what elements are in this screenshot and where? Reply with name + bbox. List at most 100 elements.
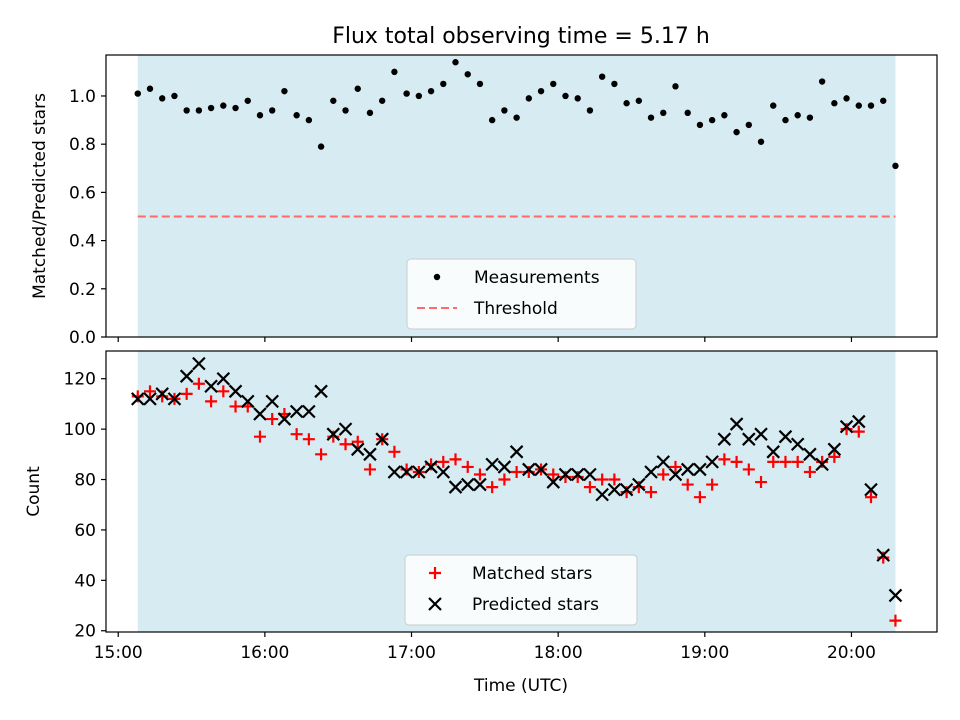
predicted-stars-point: [546, 475, 561, 489]
measurement-point: [696, 121, 704, 129]
matched-stars-point: [645, 486, 658, 499]
predicted-stars-point: [314, 384, 328, 399]
y-tick-label: 40: [74, 571, 96, 591]
predicted-stars-point: [289, 404, 304, 419]
matched-stars-point: [693, 491, 706, 504]
measurement-point: [513, 114, 520, 121]
predicted-stars-point: [522, 462, 536, 477]
measurement-point: [366, 109, 374, 117]
measurement-point: [378, 97, 386, 104]
measurement-point: [244, 97, 251, 104]
measurement-point: [794, 112, 801, 119]
predicted-stars-point: [350, 442, 365, 457]
y-axis-label: Count: [24, 466, 44, 517]
predicted-stars-point: [888, 588, 903, 603]
predicted-stars-point: [265, 394, 279, 409]
matched-stars-point: [217, 385, 230, 398]
predicted-stars-point: [803, 447, 817, 462]
measurement-point: [269, 107, 276, 114]
predicted-stars-point: [338, 422, 353, 436]
measurement-point: [574, 95, 581, 102]
x-tick-label: 20:00: [827, 643, 876, 663]
predicted-stars-point: [363, 447, 377, 462]
predicted-stars-point: [497, 460, 512, 474]
y-tick-label: 80: [74, 471, 96, 491]
legend-matched-marker: [429, 567, 441, 579]
matched-stars-point: [865, 491, 878, 504]
plot-frame: [105, 350, 938, 633]
measurement-point: [647, 114, 655, 121]
matched-stars-point: [889, 614, 902, 627]
predicted-stars-point: [155, 387, 169, 401]
predicted-stars-point: [656, 455, 671, 469]
predicted-stars-point: [742, 432, 756, 446]
predicted-stars-point: [717, 432, 732, 446]
legend-box: [406, 258, 637, 330]
series-predicted-stars: [130, 356, 903, 603]
measurement-point: [550, 80, 557, 88]
matched-stars-point: [755, 476, 768, 489]
measurement-point: [134, 90, 141, 97]
measurement-point: [745, 121, 753, 129]
matched-stars-point: [180, 387, 193, 400]
predicted-stars-point: [570, 467, 585, 482]
measurement-point: [770, 102, 777, 109]
measurement-point: [733, 128, 740, 136]
matched-stars-point: [791, 455, 804, 468]
measurement-point: [501, 107, 508, 114]
measurement-point: [476, 80, 484, 88]
legend-predicted-marker: [428, 597, 442, 611]
plot-frame: [105, 54, 938, 338]
predicted-stars-point: [485, 457, 499, 472]
legend: Measurements Threshold: [406, 258, 637, 330]
measurement-point: [146, 85, 154, 92]
predicted-stars-point: [668, 467, 683, 482]
y-tick-label: 20: [74, 622, 96, 642]
y-tick-label: 0.4: [69, 232, 96, 252]
legend-label: Matched stars: [472, 564, 592, 584]
matched-stars-point: [608, 473, 621, 486]
predicted-stars-point: [558, 467, 573, 482]
predicted-stars-point: [595, 487, 609, 502]
predicted-stars-point: [619, 482, 634, 497]
predicted-stars-point: [399, 465, 414, 479]
predicted-stars-point: [852, 414, 866, 429]
x-axis-label: Time (UTC): [473, 676, 568, 696]
matched-stars-point: [669, 460, 682, 473]
matched-stars-point: [302, 433, 315, 446]
measurement-point: [843, 95, 850, 102]
chart-title: Flux total observing time = 5.17 h: [332, 24, 710, 49]
measurement-point: [281, 87, 288, 95]
predicted-stars-point: [778, 429, 793, 444]
measurement-point: [672, 83, 679, 90]
matched-stars-point: [486, 481, 499, 494]
predicted-stars-point: [815, 457, 829, 472]
measurement-point: [831, 100, 838, 107]
measurement-point: [708, 116, 716, 124]
matched-stars-point: [351, 435, 364, 448]
measurement-point: [598, 73, 606, 80]
predicted-stars-point: [167, 392, 182, 406]
predicted-stars-point: [790, 437, 805, 452]
measurement-point: [256, 112, 264, 119]
predicted-stars-point: [253, 407, 267, 421]
matched-stars-point: [473, 468, 486, 481]
matched-stars-point: [253, 430, 266, 443]
predicted-stars-point: [509, 445, 524, 459]
matched-stars-point: [852, 425, 865, 438]
predicted-stars-point: [448, 480, 463, 494]
legend-label: Measurements: [474, 268, 600, 288]
measurement-point: [721, 112, 728, 119]
measurement-point: [818, 78, 826, 85]
measurement-point: [232, 104, 239, 112]
predicted-stars-point: [864, 482, 878, 497]
predicted-stars-point: [240, 394, 255, 409]
predicted-stars-point: [729, 417, 744, 431]
matched-stars-point: [742, 463, 755, 476]
predicted-stars-point: [412, 465, 426, 479]
y-tick-label: 0.0: [69, 328, 96, 348]
predicted-stars-point: [876, 548, 891, 562]
measurement-point: [183, 107, 190, 114]
matched-stars-point: [205, 395, 218, 408]
matched-stars-point: [828, 450, 841, 463]
